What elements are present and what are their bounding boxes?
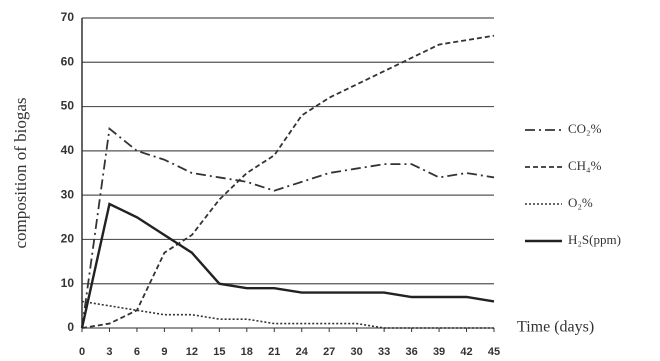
x-tick-label: 12 <box>186 346 198 358</box>
x-tick-label: 45 <box>488 346 500 358</box>
x-tick-label: 42 <box>460 346 472 358</box>
y-tick-label: 40 <box>61 143 75 157</box>
x-tick-label: 0 <box>79 346 85 358</box>
x-tick-label: 3 <box>106 346 112 358</box>
data-line <box>81 34 495 329</box>
y-tick-label: 0 <box>67 320 74 334</box>
x-tick-label: 36 <box>405 346 417 358</box>
legend-label: CO₂% <box>568 121 602 136</box>
y-tick-label: 10 <box>61 276 75 290</box>
x-tick-label: 15 <box>213 346 225 358</box>
data-line <box>81 300 494 329</box>
y-tick-label: 20 <box>61 232 75 246</box>
y-tick-label: 70 <box>61 10 75 24</box>
legend-label: O₂% <box>568 195 593 210</box>
data-line <box>80 202 495 329</box>
data-line <box>81 127 495 329</box>
x-tick-label: 33 <box>378 346 390 358</box>
y-axis-label: composition of biogas <box>11 97 30 248</box>
x-axis-label: Time (days) <box>517 319 594 336</box>
legend-label: CH₄% <box>568 158 602 173</box>
x-tick-label: 9 <box>161 346 167 358</box>
x-tick-label: 6 <box>134 346 140 358</box>
x-tick-label: 39 <box>433 346 445 358</box>
x-tick-label: 21 <box>268 346 280 358</box>
y-tick-label: 60 <box>61 54 75 68</box>
legend-label: H₂S(ppm) <box>568 232 621 247</box>
x-tick-label: 27 <box>323 346 335 358</box>
y-tick-label: 50 <box>61 99 75 113</box>
y-tick-label: 30 <box>61 187 75 201</box>
x-tick-label: 24 <box>296 346 309 358</box>
x-tick-label: 18 <box>241 346 253 358</box>
x-tick-label: 30 <box>351 346 363 358</box>
